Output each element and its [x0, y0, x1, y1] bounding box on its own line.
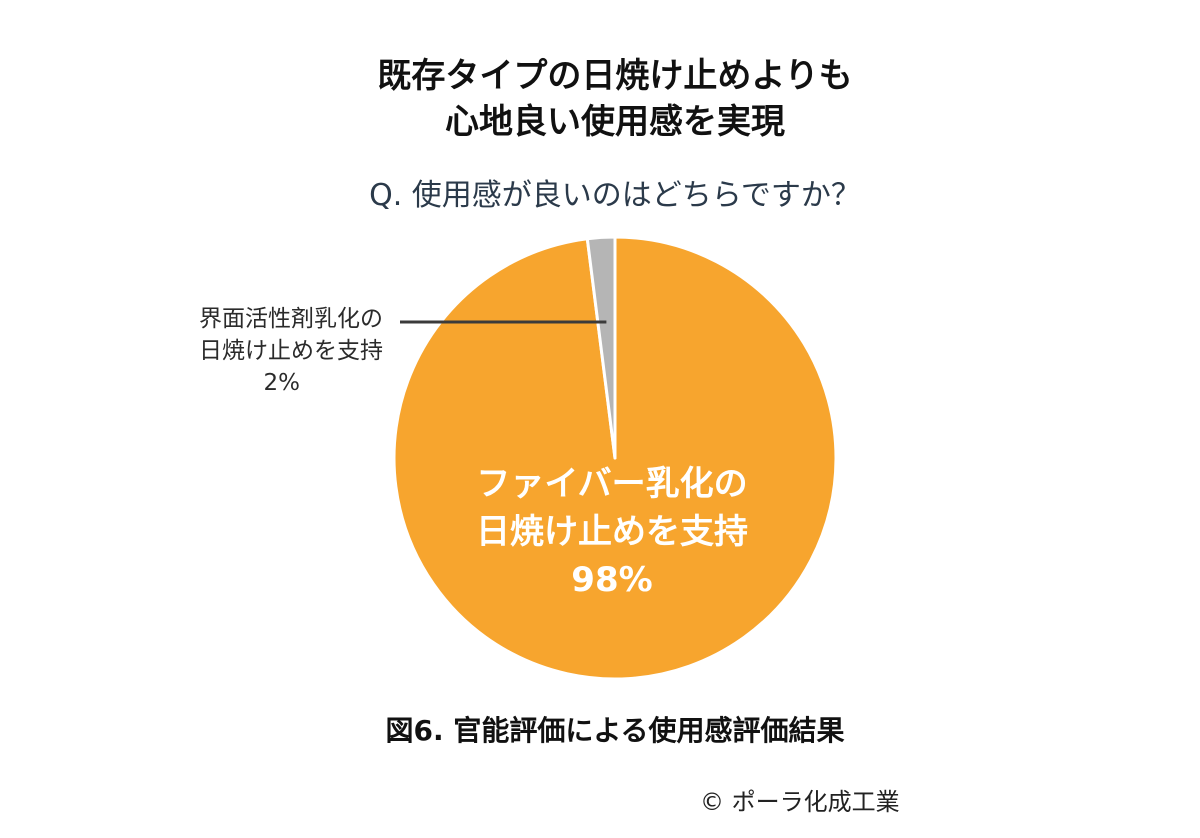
chart-title-line-2: 心地良い使用感を実現 [445, 102, 785, 142]
slice-1-label-line-1: ファイバー乳化の [476, 464, 747, 504]
slice-2-value-label: 2% [264, 370, 301, 396]
copyright-notice: © ポーラ化成工業 [700, 788, 900, 816]
slice-2-label-line-2: 日焼け止めを支持 [199, 338, 383, 364]
slice-1-label-line-2: 日焼け止めを支持 [476, 512, 748, 552]
slice-2-label-line-1: 界面活性剤乳化の [199, 306, 383, 332]
pie-slices [392, 235, 838, 681]
figure-caption: 図6. 官能評価による使用感評価結果 [385, 714, 845, 747]
pie-slice-2 [585, 235, 617, 460]
chart-title-line-1: 既存タイプの日焼け止めよりも [377, 56, 853, 96]
chart-question: Q. 使用感が良いのはどちらですか？ [369, 178, 861, 213]
slice-1-value-label: 98% [571, 560, 652, 600]
